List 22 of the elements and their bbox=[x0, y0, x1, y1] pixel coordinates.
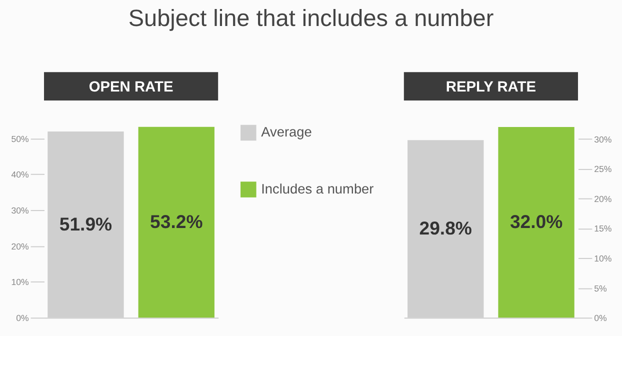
y-tick-label: 30% bbox=[594, 134, 612, 144]
data-label: 53.2% bbox=[150, 211, 204, 232]
y-tick-label: 0% bbox=[594, 313, 608, 324]
data-label: 29.8% bbox=[419, 218, 472, 239]
y-tick-label: 20% bbox=[594, 194, 612, 204]
y-tick-label: 40% bbox=[11, 170, 30, 180]
y-tick-label: 30% bbox=[11, 205, 30, 216]
legend-label: Average bbox=[261, 124, 312, 140]
chart-title: REPLY RATE bbox=[446, 80, 536, 96]
y-tick-label: 15% bbox=[594, 224, 612, 234]
data-label: 32.0% bbox=[510, 211, 564, 232]
y-tick-label: 0% bbox=[16, 313, 30, 324]
data-label: 51.9% bbox=[59, 213, 113, 234]
y-tick-label: 20% bbox=[11, 241, 30, 252]
y-tick-label: 10% bbox=[594, 253, 612, 264]
y-tick-label: 5% bbox=[594, 283, 608, 294]
legend-label: Includes a number bbox=[261, 181, 374, 196]
text: Subject line that includes a number bbox=[128, 5, 494, 32]
chart-title: OPEN RATE bbox=[88, 80, 174, 96]
y-tick-label: 25% bbox=[594, 164, 612, 174]
y-tick-label: 10% bbox=[11, 277, 30, 288]
y-tick-label: 50% bbox=[11, 134, 30, 144]
